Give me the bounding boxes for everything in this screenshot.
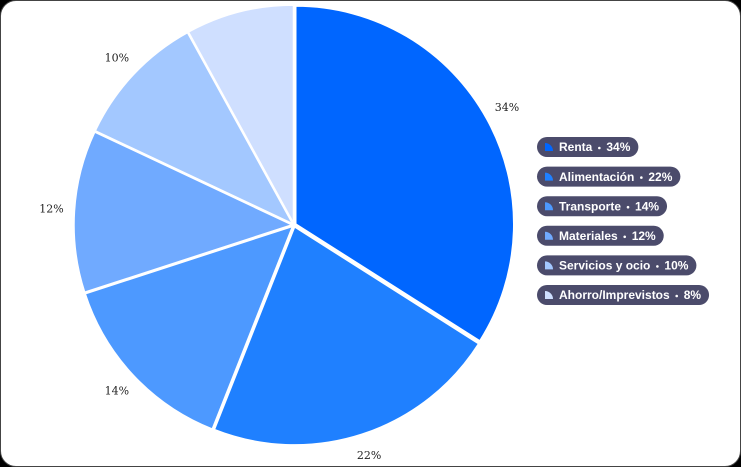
legend-label: Ahorro/Imprevistos [559,288,670,302]
legend-separator [626,205,630,209]
slice-label: 12% [39,203,63,216]
pie-slice [84,225,294,431]
legend-icon [545,291,553,299]
legend-item: Ahorro/Imprevistos 8% [537,285,710,305]
legend-item: Servicios y ocio 10% [537,255,697,276]
legend-value: 34% [606,140,630,154]
slice-label: 14% [105,384,129,397]
legend-value: 8% [684,288,702,302]
legend-icon [545,231,553,240]
legend-pill [537,225,664,246]
slice-label: 22% [357,449,381,462]
legend-icon [545,261,553,270]
legend-icon [545,172,553,181]
legend-pill [537,137,639,157]
legend-value: 22% [648,170,672,184]
slice-label: 10% [105,52,129,65]
slice-label: 34% [495,101,519,114]
legend-item: Renta 34% [537,137,639,157]
legend-pill [537,285,710,305]
pie-slice [213,225,480,446]
legend-label: Alimentación [559,170,634,184]
legend-separator [640,176,643,179]
legend-item: Materiales 12% [537,225,664,246]
legend-label: Transporte [559,199,621,213]
pie-slice [295,5,515,342]
pie-slice [73,131,295,294]
legend-separator [623,235,627,239]
legend-icon [545,143,553,151]
legend-value: 12% [632,229,656,243]
legend-label: Servicios y ocio [559,259,650,273]
pie-slice [187,4,295,224]
legend-separator [675,294,679,298]
legend-pill [537,166,681,187]
legend-label: Materiales [559,229,618,243]
legend-label: Renta [559,140,593,154]
pie-slice [94,31,295,226]
legend-item: Alimentación 22% [537,166,681,187]
legend-icon [545,202,553,211]
legend-separator [656,265,659,268]
legend-value: 14% [635,199,659,213]
legend-value: 10% [664,259,688,273]
legend-separator [598,146,601,150]
legend-pill [537,255,697,276]
legend-item: Transporte 14% [537,196,668,217]
legend-pill [537,196,668,217]
